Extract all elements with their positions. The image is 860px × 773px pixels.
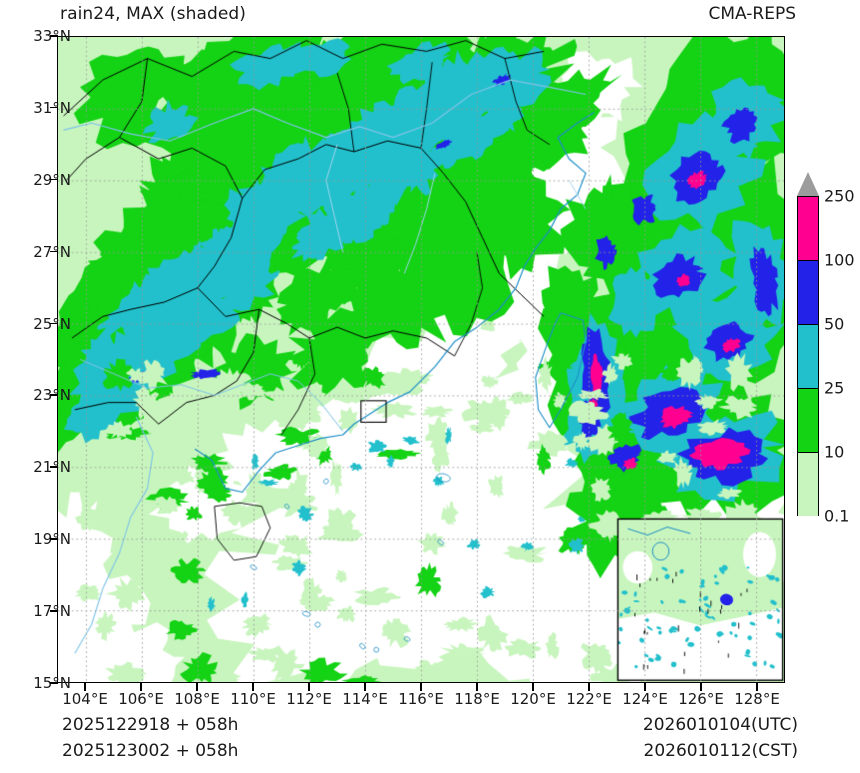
longitude-tick-label: 124°E (622, 690, 668, 708)
latitude-tick-mark (50, 250, 58, 253)
precipitation-shaded-map (58, 37, 784, 682)
init-time-cst: 2025123002 + 058h (62, 741, 239, 761)
longitude-tick-mark (84, 683, 86, 691)
colorbar-tick-label: 25 (824, 378, 845, 398)
latitude-tick-mark (50, 394, 58, 396)
longitude-tick-label: 108°E (174, 690, 220, 708)
longitude-tick-label: 106°E (118, 690, 164, 708)
longitude-tick-mark (476, 683, 478, 691)
colorbar-band-250 (798, 197, 818, 261)
colorbar-tick-label: 100 (824, 250, 855, 270)
longitude-tick-label: 116°E (398, 690, 444, 708)
colorbar-tick-label: 10 (824, 442, 845, 462)
longitude-tick-mark (644, 683, 646, 691)
longitude-tick-mark (700, 683, 702, 691)
longitude-tick-label: 112°E (286, 690, 332, 708)
longitude-tick-label: 126°E (678, 690, 724, 708)
colorbar-tick-label: 50 (824, 314, 845, 334)
latitude-tick-mark (50, 610, 58, 612)
longitude-tick-mark (140, 683, 142, 691)
longitude-tick-mark (420, 683, 422, 691)
colorbar[interactable] (797, 196, 819, 517)
model-name-label: CMA-REPS (708, 4, 796, 24)
longitude-tick-label: 114°E (342, 690, 388, 708)
colorbar-band-50 (798, 325, 818, 389)
latitude-tick-mark (50, 682, 58, 684)
latitude-tick-mark (50, 322, 58, 325)
longitude-tick-label: 118°E (454, 690, 500, 708)
colorbar-tick-label: 0.1 (824, 506, 850, 526)
latitude-tick-mark (50, 538, 58, 540)
longitude-tick-mark (364, 683, 366, 691)
colorbar-band-25 (798, 389, 818, 453)
longitude-tick-mark (196, 683, 198, 691)
longitude-tick-mark (588, 683, 590, 691)
colorbar-band-10 (798, 453, 818, 517)
longitude-tick-label: 128°E (734, 690, 780, 708)
page-title: rain24, MAX (shaded) (60, 4, 247, 24)
latitude-tick-mark (50, 35, 58, 37)
colorbar-tick-label: 250 (824, 186, 855, 206)
longitude-tick-label: 122°E (566, 690, 612, 708)
longitude-tick-label: 104°E (62, 690, 108, 708)
map-plot-area[interactable] (57, 36, 785, 683)
valid-time-utc: 2026010104(UTC) (642, 715, 798, 735)
longitude-tick-mark (252, 683, 254, 691)
latitude-tick-mark (50, 106, 58, 109)
longitude-tick-mark (308, 683, 310, 691)
valid-time-cst: 2026010112(CST) (643, 741, 798, 761)
latitude-tick-mark (50, 466, 58, 468)
colorbar-band-100 (798, 261, 818, 325)
longitude-tick-mark (532, 683, 534, 691)
longitude-tick-mark (756, 683, 758, 691)
longitude-tick-label: 110°E (230, 690, 276, 708)
init-time-utc: 2025122918 + 058h (62, 715, 239, 735)
colorbar-over-arrow-icon (797, 172, 819, 196)
longitude-tick-label: 120°E (510, 690, 556, 708)
latitude-tick-mark (50, 178, 58, 181)
colorbar-under-arrow-icon (797, 516, 819, 540)
